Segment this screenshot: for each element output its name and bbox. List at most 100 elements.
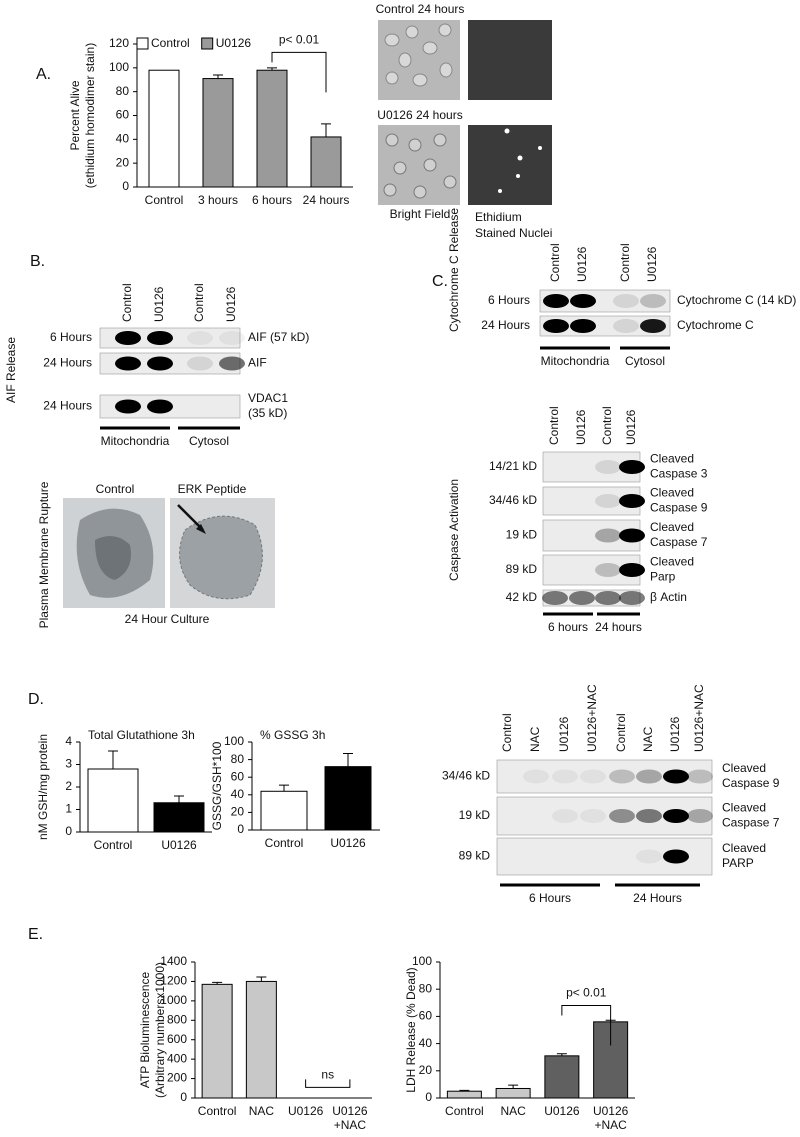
lane-label: U0126 bbox=[668, 716, 682, 752]
x-tick-label: U0126 bbox=[332, 1104, 368, 1118]
lane-label: U0126 bbox=[224, 286, 238, 322]
x-tick-label: 24 hours bbox=[303, 193, 350, 207]
x-tick-label: Control bbox=[94, 838, 133, 852]
blot-band bbox=[569, 591, 595, 605]
y-tick-label: 80 bbox=[419, 981, 433, 995]
y-tick-label: 0 bbox=[65, 824, 72, 838]
blot-band bbox=[580, 809, 606, 823]
y-tick-label: 400 bbox=[167, 1051, 187, 1065]
blot-band bbox=[619, 494, 645, 508]
protein-label: AIF (57 kD) bbox=[248, 330, 309, 344]
y-tick-label: 120 bbox=[109, 36, 129, 50]
blot-band bbox=[663, 809, 689, 823]
lane-label: U0126 bbox=[645, 246, 659, 282]
error-bar bbox=[343, 752, 353, 767]
y-axis-label: nM GSH/mg protein bbox=[36, 734, 50, 840]
blot-band bbox=[570, 294, 596, 308]
protein-label: Cytochrome C (14 kD) bbox=[677, 293, 796, 307]
panel-letter: A. bbox=[36, 66, 51, 83]
image-label: Control bbox=[96, 482, 135, 496]
blot-band bbox=[147, 356, 173, 371]
panel-letter: D. bbox=[28, 691, 44, 708]
error-bar bbox=[321, 123, 331, 137]
row-label: 89 kD bbox=[506, 562, 538, 576]
protein-label: Caspase 9 bbox=[722, 776, 780, 790]
row-label: 24 Hours bbox=[43, 399, 92, 413]
y-tick-label: 100 bbox=[224, 734, 244, 748]
lane-label: Control bbox=[192, 283, 206, 322]
bar bbox=[245, 980, 277, 1099]
protein-label: Cytochrome C bbox=[677, 318, 754, 332]
y-tick-label: 20 bbox=[419, 1063, 433, 1077]
blot-band bbox=[187, 356, 213, 371]
y-tick-label: 3 bbox=[65, 757, 72, 771]
protein-label: Cleaved bbox=[722, 841, 766, 855]
lane-label: Control bbox=[548, 243, 562, 282]
blot-band bbox=[595, 591, 621, 605]
blot-band bbox=[523, 769, 549, 784]
blot-band bbox=[580, 769, 606, 784]
protein-label: Cleaved bbox=[650, 486, 694, 500]
lane-label: U0126 bbox=[557, 716, 571, 752]
blot-band bbox=[636, 769, 662, 784]
row-label: 19 kD bbox=[506, 528, 538, 542]
row-label: 34/46 kD bbox=[489, 493, 537, 507]
group-label: Cytosol bbox=[189, 434, 229, 448]
blot-band bbox=[609, 769, 635, 784]
y-tick-label: 60 bbox=[231, 769, 245, 783]
blot-band bbox=[619, 591, 645, 605]
blot-band bbox=[187, 331, 213, 345]
annotation: p< 0.01 bbox=[566, 986, 607, 1000]
y-tick-label: 60 bbox=[116, 108, 130, 122]
side-label: Cytochrome C Release bbox=[447, 208, 461, 332]
x-tick-label: NAC bbox=[500, 1104, 526, 1118]
protein-label: Cleaved bbox=[650, 452, 694, 466]
x-tick-label: NAC bbox=[249, 1104, 275, 1118]
lane-label: Control bbox=[614, 713, 628, 752]
x-tick-label: +NAC bbox=[334, 1118, 367, 1132]
significance-bracket bbox=[305, 1079, 351, 1088]
bar bbox=[202, 78, 234, 188]
bar bbox=[310, 136, 342, 188]
y-tick-label: 4 bbox=[65, 734, 72, 748]
image-label: ERK Peptide bbox=[178, 482, 247, 496]
legend-label: U0126 bbox=[216, 36, 252, 50]
error-bar bbox=[459, 1089, 470, 1092]
error-bar bbox=[174, 795, 184, 803]
y-tick-label: 800 bbox=[167, 1012, 187, 1026]
lane-label: Control bbox=[618, 243, 632, 282]
y-axis-label: Percent Alive bbox=[68, 80, 82, 150]
error-bar bbox=[108, 750, 118, 769]
y-tick-label: 1200 bbox=[160, 974, 187, 988]
protein-label: PARP bbox=[722, 856, 754, 870]
lane-label: Control bbox=[547, 406, 561, 445]
panel-letter: E. bbox=[28, 926, 43, 943]
y-tick-label: 0 bbox=[237, 822, 244, 836]
bar bbox=[148, 69, 180, 188]
y-tick-label: 600 bbox=[167, 1032, 187, 1046]
legend-label: Control bbox=[151, 36, 190, 50]
blot-band bbox=[640, 319, 666, 333]
protein-label: Cleaved bbox=[650, 520, 694, 534]
x-tick-label: U0126 bbox=[330, 836, 366, 850]
row-label: 6 Hours bbox=[50, 330, 92, 344]
annotation: p< 0.01 bbox=[279, 33, 320, 47]
protein-label: Caspase 7 bbox=[650, 535, 708, 549]
protein-label: (35 kD) bbox=[248, 406, 287, 420]
y-axis-label: GSSG/GSH*100 bbox=[210, 741, 224, 830]
error-bar bbox=[267, 67, 277, 71]
row-label: 42 kD bbox=[506, 590, 538, 604]
y-tick-label: 0 bbox=[122, 179, 129, 193]
blot-band bbox=[636, 849, 662, 864]
blot-band bbox=[595, 563, 621, 577]
x-tick-label: 3 hours bbox=[198, 193, 238, 207]
blot-strip bbox=[539, 289, 671, 313]
image-label: Stained Nuclei bbox=[475, 226, 552, 240]
blot-band bbox=[552, 809, 578, 823]
x-tick-label: Control bbox=[445, 1104, 484, 1118]
y-axis-label: (ethidium homodimer stain) bbox=[83, 43, 97, 188]
row-label: 34/46 kD bbox=[442, 769, 490, 783]
protein-label: Cleaved bbox=[650, 555, 694, 569]
lane-label: Control bbox=[500, 713, 514, 752]
